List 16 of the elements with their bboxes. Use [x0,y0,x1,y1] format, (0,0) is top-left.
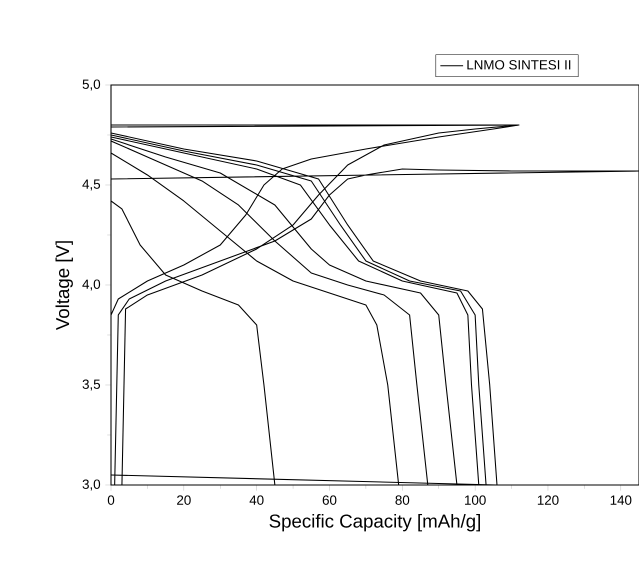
x-axis-title: Specific Capacity [mAh/g] [270,514,480,532]
x-tick-label: 0 [108,495,114,505]
y-axis-title: Voltage [V] [56,241,73,330]
legend-label: LNMO SINTESI II [467,60,570,70]
x-tick-label: 120 [538,495,559,505]
x-tick-label: 40 [250,495,264,505]
y-tick-label: 4,5 [82,180,100,190]
x-tick-label: 20 [177,495,191,505]
x-tick-label: 100 [465,495,486,505]
x-tick-label: 60 [322,495,336,505]
x-tick-label: 80 [395,495,410,505]
y-tick-label: 4,0 [82,279,100,291]
y-tick-label: 5,0 [82,79,100,91]
x-tick-label: 140 [610,495,632,505]
y-tick-label: 3,0 [82,479,100,491]
y-tick-label: 3,5 [82,379,100,391]
